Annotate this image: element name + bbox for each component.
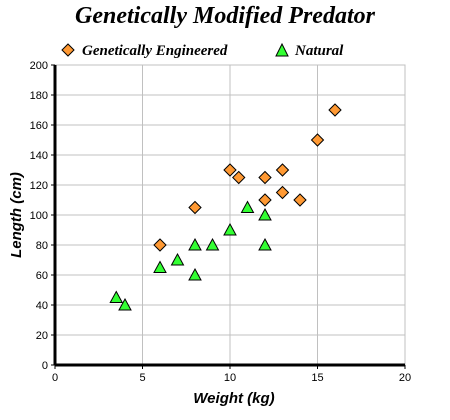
point-genetically-engineered [258, 170, 272, 185]
point-genetically-engineered [258, 193, 272, 207]
point-natural [258, 207, 272, 221]
x-tick-label: 5 [139, 372, 145, 384]
legend-marker-natural [275, 42, 289, 57]
legend-marker-genetically-engineered [61, 43, 75, 57]
legend: Genetically Engineered Natural [61, 42, 344, 59]
point-natural [223, 222, 237, 236]
y-tick-label: 160 [30, 120, 48, 132]
point-natural [109, 290, 124, 303]
point-natural [258, 237, 272, 251]
grid-lines [55, 64, 406, 365]
x-axis-title: Weight (kg) [193, 390, 274, 407]
point-natural [188, 237, 202, 251]
point-natural [170, 252, 185, 266]
point-natural [205, 237, 220, 251]
point-genetically-engineered [188, 200, 202, 215]
y-tick-label: 120 [30, 180, 48, 192]
chart-title: Genetically Modified Predator [75, 3, 376, 29]
point-genetically-engineered [275, 185, 290, 200]
point-genetically-engineered [310, 133, 325, 147]
tick-labels: 0 20 40 60 80 100 120 140 160 180 200 0 5 10 15 20 [30, 60, 411, 384]
y-tick-label: 20 [36, 330, 48, 342]
point-genetically-engineered [275, 163, 290, 177]
y-tick-label: 100 [30, 210, 48, 222]
x-tick-label: 10 [224, 372, 236, 384]
y-tick-label: 200 [30, 60, 48, 72]
point-natural [153, 260, 167, 273]
legend-label-genetically-engineered: Genetically Engineered [82, 43, 228, 59]
data-points [109, 103, 342, 311]
y-tick-label: 80 [36, 240, 48, 252]
point-genetically-engineered [232, 170, 246, 185]
y-axis-title: Length (cm) [8, 172, 25, 258]
y-tick-label: 60 [36, 270, 48, 282]
y-tick-label: 180 [30, 90, 48, 102]
y-tick-label: 40 [36, 300, 48, 312]
legend-label-natural: Natural [294, 43, 344, 59]
point-natural [240, 200, 255, 213]
point-natural [188, 267, 202, 281]
y-tick-label: 140 [30, 150, 48, 162]
x-tick-label: 20 [399, 372, 411, 384]
point-genetically-engineered [328, 103, 342, 117]
axes [51, 64, 406, 369]
point-genetically-engineered [293, 193, 307, 207]
x-tick-label: 0 [52, 372, 58, 384]
x-tick-label: 15 [311, 372, 323, 384]
point-genetically-engineered [153, 238, 167, 252]
point-genetically-engineered [223, 163, 237, 177]
y-tick-label: 0 [42, 360, 48, 372]
point-natural [118, 297, 132, 311]
